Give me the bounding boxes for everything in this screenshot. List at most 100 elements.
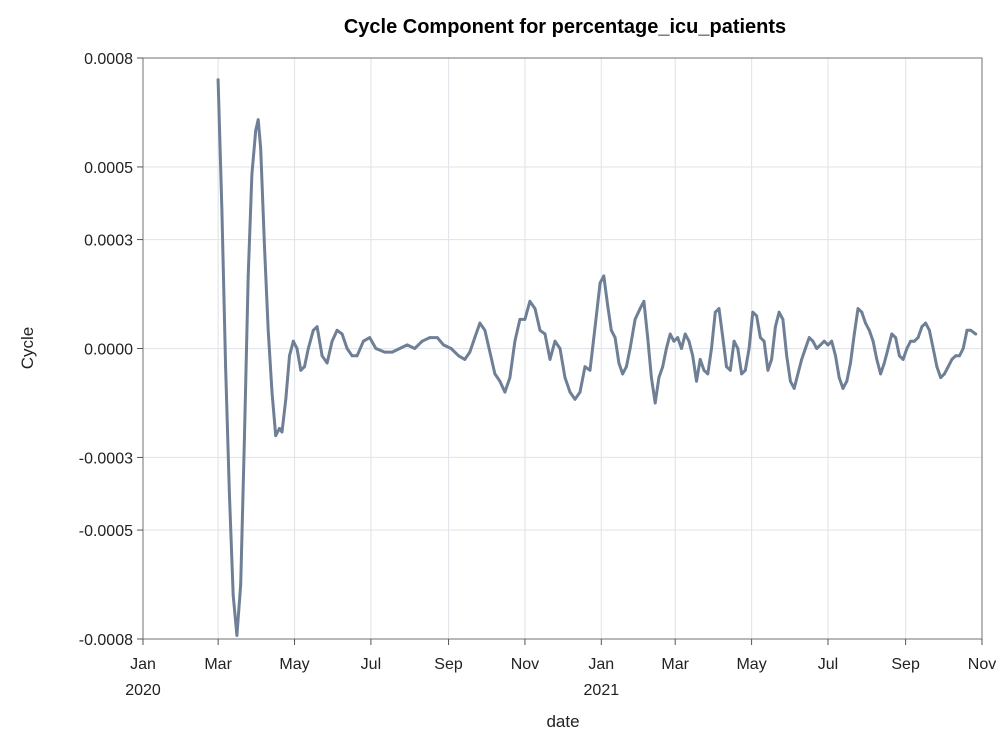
y-tick-label: -0.0003 bbox=[79, 450, 133, 467]
data-point bbox=[969, 328, 973, 332]
data-point bbox=[909, 339, 912, 343]
series-line-cycle bbox=[216, 78, 978, 637]
data-point bbox=[478, 321, 482, 325]
data-point bbox=[950, 358, 954, 361]
data-point bbox=[254, 129, 258, 133]
data-point bbox=[845, 379, 849, 383]
data-point bbox=[228, 492, 231, 496]
data-point bbox=[428, 336, 432, 339]
data-point bbox=[886, 347, 890, 350]
x-tick-label: Jul bbox=[818, 656, 838, 673]
data-point bbox=[661, 365, 665, 369]
x-tick-label: Nov bbox=[511, 656, 539, 673]
data-point bbox=[755, 314, 758, 318]
data-point bbox=[920, 325, 924, 329]
data-point bbox=[543, 332, 547, 336]
data-point bbox=[330, 339, 334, 343]
data-point bbox=[442, 343, 445, 347]
data-point bbox=[800, 358, 804, 361]
data-point bbox=[405, 343, 409, 347]
data-point bbox=[368, 336, 372, 339]
data-point bbox=[710, 347, 713, 350]
data-point bbox=[503, 390, 507, 394]
data-point bbox=[759, 336, 762, 339]
data-point bbox=[243, 437, 246, 441]
data-point bbox=[518, 318, 522, 321]
data-point bbox=[299, 368, 303, 372]
data-point bbox=[913, 339, 916, 343]
data-point bbox=[583, 365, 587, 369]
data-point bbox=[706, 372, 710, 376]
x-tick-label: Mar bbox=[661, 656, 689, 673]
data-point bbox=[954, 354, 958, 358]
data-point bbox=[593, 325, 597, 329]
data-point bbox=[266, 328, 270, 332]
data-point bbox=[811, 339, 815, 343]
data-point bbox=[819, 343, 822, 347]
data-point bbox=[250, 172, 254, 176]
data-point bbox=[837, 376, 841, 379]
data-point bbox=[291, 339, 295, 343]
data-point bbox=[792, 387, 796, 390]
data-point bbox=[568, 390, 572, 394]
data-point bbox=[625, 365, 628, 369]
data-point bbox=[274, 434, 278, 437]
data-point bbox=[849, 361, 852, 365]
data-point bbox=[280, 430, 284, 434]
data-point bbox=[628, 347, 632, 350]
data-point bbox=[533, 307, 537, 310]
data-point bbox=[435, 336, 439, 339]
data-point bbox=[766, 368, 770, 372]
data-point bbox=[905, 347, 909, 350]
data-point bbox=[856, 307, 860, 310]
data-point bbox=[263, 245, 266, 249]
data-point bbox=[928, 328, 931, 332]
data-point bbox=[680, 347, 683, 350]
data-point bbox=[721, 336, 725, 339]
data-point bbox=[374, 347, 378, 350]
data-point bbox=[398, 347, 402, 350]
data-point bbox=[350, 354, 354, 358]
data-point bbox=[390, 350, 394, 354]
x-axis: Jan 2020 Mar May Jul Sep Nov Jan 2021 Mar May Jul Se… bbox=[125, 639, 996, 699]
data-point bbox=[315, 325, 319, 329]
data-point bbox=[871, 339, 875, 343]
data-point bbox=[235, 634, 239, 637]
x-tick-label: Mar bbox=[204, 656, 232, 673]
data-point bbox=[270, 390, 274, 394]
data-point bbox=[747, 347, 751, 350]
data-point bbox=[946, 365, 950, 369]
data-point bbox=[683, 332, 687, 336]
y-tick-label: 0.0005 bbox=[84, 160, 133, 177]
data-point bbox=[961, 347, 965, 350]
data-point bbox=[362, 339, 365, 343]
data-point bbox=[725, 365, 728, 369]
data-point bbox=[834, 354, 837, 358]
data-point bbox=[695, 379, 698, 383]
data-point bbox=[867, 328, 871, 332]
data-point bbox=[538, 328, 542, 332]
data-point bbox=[924, 321, 927, 325]
data-point bbox=[691, 354, 695, 358]
y-tick-label: -0.0008 bbox=[79, 632, 133, 649]
data-point bbox=[743, 368, 747, 372]
data-point bbox=[295, 347, 299, 350]
data-point bbox=[355, 354, 359, 358]
data-point bbox=[931, 347, 935, 350]
data-point bbox=[563, 376, 567, 379]
data-point bbox=[278, 427, 281, 430]
data-point bbox=[588, 368, 592, 372]
data-point bbox=[239, 583, 243, 586]
data-point bbox=[804, 347, 807, 350]
data-point bbox=[860, 310, 864, 314]
data-point bbox=[457, 354, 460, 358]
data-point bbox=[224, 365, 228, 369]
data-point bbox=[958, 354, 961, 358]
chart-title: Cycle Component for percentage_icu_patie… bbox=[344, 16, 786, 38]
data-point bbox=[965, 328, 969, 332]
data-point bbox=[617, 361, 621, 365]
data-point bbox=[879, 372, 882, 376]
data-point bbox=[578, 390, 582, 394]
x-tick-label: Sep bbox=[434, 656, 463, 673]
